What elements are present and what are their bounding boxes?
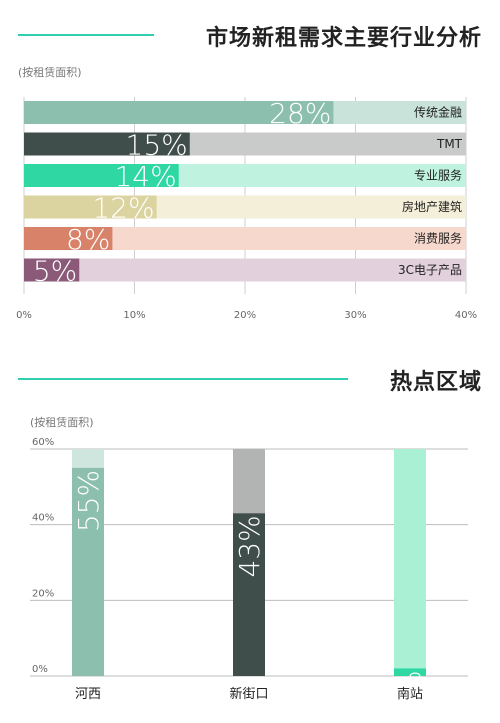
bar-value-label: 12% bbox=[92, 192, 154, 225]
bar-value-label: 43% bbox=[233, 515, 266, 577]
bar bbox=[24, 227, 113, 250]
bar-value-label: 28% bbox=[269, 97, 331, 130]
y-tick-label: 20% bbox=[32, 588, 54, 599]
x-tick-label: 10% bbox=[123, 310, 145, 321]
bar bbox=[24, 132, 190, 156]
title-accent-line-2 bbox=[18, 378, 348, 380]
category-label: 3C电子产品 bbox=[398, 263, 462, 277]
bar-value-label: 15% bbox=[126, 129, 188, 162]
bar-value-label: 55% bbox=[72, 470, 105, 532]
bar-track bbox=[394, 449, 426, 676]
bar bbox=[24, 101, 334, 124]
chart1-unit-note: (按租赁面积) bbox=[18, 66, 82, 79]
industry-bar-chart: 0% 10% 20% 30% 40% 28% 传统金融 15% TMT 14% 专业服务 12% 房地产… bbox=[16, 97, 477, 321]
bar bbox=[24, 258, 80, 282]
x-tick-label: 0% bbox=[16, 310, 32, 321]
bar bbox=[394, 668, 426, 676]
bar-value-label: 14% bbox=[114, 160, 176, 193]
bar-value-label: 5% bbox=[33, 255, 77, 288]
category-label: 专业服务 bbox=[414, 168, 462, 183]
y-tick-label: 60% bbox=[32, 437, 54, 448]
bar-value-label: 8% bbox=[66, 223, 110, 256]
category-label: 河西 bbox=[75, 687, 101, 702]
bar bbox=[233, 513, 265, 676]
category-label: 南站 bbox=[397, 686, 423, 702]
category-label: 传统金融 bbox=[414, 105, 462, 120]
x-tick-label: 30% bbox=[344, 310, 366, 321]
bar-value-label: 2% bbox=[394, 670, 427, 714]
bar bbox=[24, 164, 179, 187]
category-label: 消费服务 bbox=[414, 231, 462, 246]
bar-track bbox=[24, 258, 466, 282]
bar-track bbox=[24, 227, 466, 250]
chart2-title: 热点区域 bbox=[389, 370, 482, 395]
chart1-title: 市场新租需求主要行业分析 bbox=[205, 26, 482, 51]
y-tick-label: 40% bbox=[32, 513, 54, 524]
category-label: 新街口 bbox=[229, 686, 268, 702]
bar bbox=[24, 195, 157, 219]
category-label: TMT bbox=[436, 137, 463, 151]
bar bbox=[72, 467, 104, 676]
chart2-unit-note: (按租赁面积) bbox=[30, 416, 94, 429]
category-label: 房地产建筑 bbox=[402, 199, 462, 214]
x-tick-label: 40% bbox=[455, 310, 477, 321]
x-tick-label: 20% bbox=[234, 310, 256, 321]
y-tick-label: 0% bbox=[32, 664, 48, 675]
title-accent-line-1 bbox=[18, 34, 154, 36]
